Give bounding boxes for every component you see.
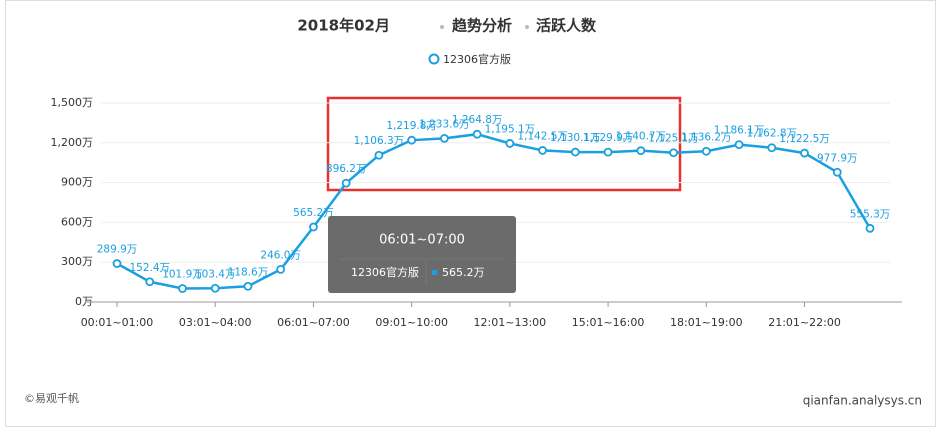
tooltip-marker: [432, 270, 437, 275]
value-label: 1,122.5万: [779, 133, 830, 145]
value-label: 1,140.7万: [616, 131, 667, 143]
point: [832, 167, 842, 177]
value-label: 246.0万: [260, 249, 301, 261]
x-tick-label: 03:01~04:00: [179, 316, 252, 329]
point: [341, 178, 351, 188]
tooltip-value: 565.2万: [442, 266, 485, 279]
value-label: 1,195.1万: [485, 123, 536, 135]
value-label: 1,125.1万: [648, 133, 699, 145]
value-label: 977.9万: [817, 152, 858, 164]
y-tick-label: 0万: [75, 295, 93, 308]
y-tick-label: 600万: [61, 215, 93, 228]
value-label: 1,162.8万: [746, 128, 797, 140]
point: [570, 147, 580, 157]
point: [178, 284, 187, 293]
tooltip-title: 06:01~07:00: [379, 233, 465, 248]
title-section: 趋势分析: [452, 17, 512, 35]
x-tick-label: 15:01~16:00: [572, 316, 645, 329]
value-label: 101.9万: [162, 268, 203, 280]
value-label: 1,219.8万: [386, 120, 437, 132]
y-tick-label: 300万: [61, 255, 93, 268]
point: [309, 222, 318, 232]
value-label: 565.2万: [293, 207, 334, 219]
separator: [440, 25, 444, 29]
point: [145, 277, 155, 287]
value-label: 118.6万: [228, 266, 269, 278]
value-label: 1,130.1万: [550, 132, 601, 144]
point: [800, 148, 809, 158]
value-label: 896.2万: [326, 163, 367, 175]
value-label: 1,106.3万: [354, 135, 405, 147]
point: [276, 264, 286, 274]
copyright: ©易观千帆: [24, 391, 79, 405]
value-label: 152.4万: [129, 262, 170, 274]
value-label: 555.3万: [850, 208, 891, 220]
legend-label: 12306官方版: [443, 52, 511, 66]
y-tick-label: 1,500万: [51, 96, 94, 109]
point: [407, 135, 417, 145]
panel: [5, 0, 936, 427]
y-tick-label: 1,200万: [51, 136, 94, 149]
point: [538, 146, 548, 155]
point: [636, 146, 646, 156]
point: [701, 146, 711, 156]
value-label: 289.9万: [97, 244, 138, 256]
point: [603, 147, 613, 157]
title-period: 2018年02月: [297, 17, 390, 35]
site: qianfan.analysys.cn: [803, 394, 922, 408]
highlight-box: [326, 96, 682, 192]
series-line: [116, 132, 872, 290]
point: [374, 150, 384, 160]
value-label: 1,136.2万: [681, 131, 732, 143]
value-label: 103.4万: [195, 268, 236, 280]
value-label: 1,264.8万: [452, 114, 503, 126]
x-tick-label: 21:01~22:00: [768, 316, 841, 329]
point: [505, 139, 515, 148]
legend-marker: [428, 53, 440, 65]
y-tick-label: 900万: [61, 176, 93, 189]
point: [865, 223, 875, 233]
title-metric: 活跃人数: [536, 17, 597, 35]
tooltip-series: 12306官方版: [351, 265, 419, 279]
value-label: 1,129.9万: [583, 132, 634, 144]
x-tick-label: 06:01~07:00: [277, 316, 350, 329]
legend[interactable]: 12306官方版: [428, 52, 512, 66]
point: [439, 133, 449, 143]
point: [112, 259, 122, 268]
point: [243, 281, 253, 291]
x-tick-label: 00:01~01:00: [81, 316, 154, 329]
point: [734, 140, 744, 150]
separator: [525, 25, 529, 29]
x-tick-label: 12:01~13:00: [474, 316, 547, 329]
value-label: 1,142.5万: [517, 130, 568, 142]
point: [472, 129, 482, 139]
value-label: 1,186.1万: [714, 125, 765, 137]
x-tick-label: 18:01~19:00: [670, 316, 743, 329]
value-label: 1,233.6万: [419, 118, 470, 130]
point: [767, 143, 777, 153]
point: [669, 148, 678, 158]
x-tick-label: 09:01~10:00: [375, 316, 448, 329]
tooltip-box: [328, 216, 516, 293]
tooltip: 06:01~07:00 12306官方版 565.2万: [328, 216, 516, 293]
point: [210, 283, 220, 293]
